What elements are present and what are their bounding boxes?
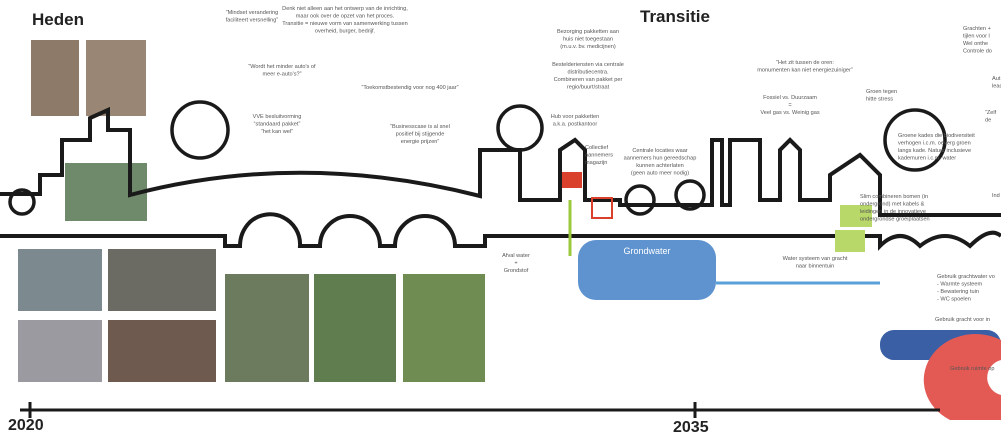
annotation-text: Gebruik gracht voor in (935, 317, 990, 323)
annotation-text: huis niet toegestaan (563, 37, 613, 43)
annotation-text: “Toekomstbestendig voor nog 400 jaar” (361, 85, 458, 91)
annotation-text: “Wordt het minder auto's of (248, 64, 316, 70)
annotation-text: de (985, 118, 991, 124)
annotation-text: Collectief (585, 145, 608, 151)
annotation-text: aannemers (585, 153, 613, 159)
annotation-text: + (514, 261, 517, 267)
photo (108, 320, 216, 382)
annotation-text: (m.u.v. bv. medicijnen) (560, 44, 616, 50)
annotation-text: Gebruik grachtwater vo (937, 274, 995, 280)
annotation-text: Afval water (502, 253, 530, 259)
photos (18, 40, 485, 382)
annotation-text: ondergrondse groeiplaatsen (860, 217, 930, 223)
annotation-text: magazijn (585, 160, 607, 166)
timeline-label: 2035 (673, 419, 709, 435)
annotation-text: maar ook over de opzet van het proces. (296, 14, 395, 20)
photo (108, 249, 216, 311)
timeline-label: 2020 (8, 417, 44, 434)
annotation-text: monumenten kan niet energiezuiniger” (757, 68, 853, 74)
green-quay (835, 230, 865, 252)
annotation-text: regio/buurt/straat (567, 85, 610, 91)
annotation-text: kunnen achterlaten (636, 163, 684, 169)
annotation-text: energie prijzen” (401, 139, 440, 145)
photo (86, 40, 146, 116)
annotation-text: leadi (992, 84, 1001, 90)
annotation-text: Centrale locaties waar (632, 148, 687, 154)
annotation-text: Bezorging pakketten aan (557, 29, 619, 35)
annotation-text: - Warmte systeem (937, 282, 983, 288)
annotation-text: Fossiel vs. Duurzaam (763, 95, 817, 101)
annotation-text: Bestelderiensten via centrale (552, 62, 624, 68)
annotation-text: tijlen voor l (963, 34, 990, 40)
annotation-text: “Het zit tussen de oren: (776, 60, 834, 66)
annotation-text: langs kade. Natuur inclusieve (898, 148, 971, 154)
annotation-text: Veel gas vs. Weinig gas (760, 110, 819, 116)
annotation-text: Combineren van pakket per (554, 77, 623, 83)
illustration: Heden Transitie 2020 2035 Grondwater “Mi… (0, 0, 1001, 435)
annotation-text: Hub voor pakketten (551, 114, 600, 120)
annotation-text: Grachten + (963, 26, 991, 32)
annotation-text: naar binnentuin (796, 264, 835, 270)
annotation-text: Ind (992, 193, 1000, 199)
annotation-text: distributiecentra. (567, 70, 608, 76)
photo (314, 274, 396, 382)
heading: Heden (32, 10, 84, 29)
annotation-text: Controle do (963, 49, 992, 55)
annotation-text: “Businesscase is al snel (390, 124, 450, 130)
annotation-text: a.k.a. postkantoor (553, 122, 598, 128)
annotation-text: overheid, burger, bedrijf. (315, 29, 376, 35)
annotation-text: hitte stress (866, 97, 893, 103)
annotation-text: VVE besluitvorming (253, 114, 302, 120)
photo (31, 40, 79, 116)
annotation-text: meer e-auto's?” (263, 72, 302, 78)
annotation-text: leidingen in de innovatieve (860, 209, 926, 215)
annotation-text: (geen auto meer nodig) (631, 171, 689, 177)
photo (403, 274, 485, 382)
annotation-text: Water systeem van gracht (783, 256, 848, 262)
annotation-text: faciliteert versnelling” (226, 18, 279, 24)
hub-icon (562, 172, 582, 188)
annotation-text: positief bij stijgende (396, 132, 445, 138)
annotation-text: Slim combineren bomen (in (860, 194, 928, 200)
photo (225, 274, 309, 382)
annotation-text: “standaard pakket” (254, 122, 301, 128)
annotation-text: ondergrond) met kabels & (860, 202, 925, 208)
annotation-text: “Mindset verandering (226, 10, 279, 16)
annotation-text: aannemers hun gereedschap (624, 156, 697, 162)
annotation-text: “Zelf (985, 110, 997, 116)
annotation-text: - Bewatering tuin (937, 289, 979, 295)
annotation-text: = (788, 103, 791, 109)
groundwater-label: Grondwater (623, 246, 670, 256)
photo (18, 320, 102, 382)
annotation-text: Groen tegen (866, 89, 897, 95)
photo (18, 249, 102, 311)
annotation-text: - WC spoelen (937, 297, 971, 303)
heading: Transitie (640, 7, 710, 26)
annotation-text: Groene kades die biodiversiteit (898, 133, 975, 139)
annotation-text: “het kan wel” (261, 129, 293, 135)
annotation-text: Gebruik ruimte op (950, 366, 994, 372)
annotation-text: Wel onthe (963, 41, 988, 47)
annotation-text: kademuren i.c.m. water (898, 156, 956, 162)
annotation-text: verhogen i.c.m. oeverg groen (898, 141, 971, 147)
annotation-text: Denk niet alleen aan het ontwerp van de … (282, 6, 408, 12)
skyline (0, 110, 1001, 215)
annotation-text: Grondstof (504, 268, 529, 274)
annotation-text: Transitie = nieuwe vorm van samenwerking… (282, 21, 408, 27)
annotation-text: Aut (992, 76, 1001, 82)
